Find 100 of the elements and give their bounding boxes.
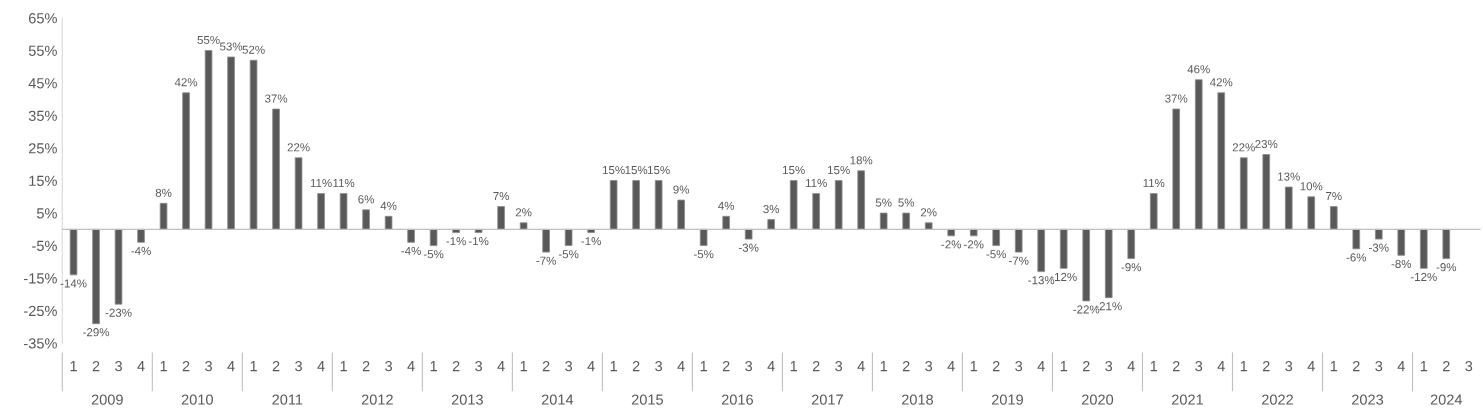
- x-tick-label: 4: [1127, 361, 1135, 372]
- x-tick-label: 1: [970, 361, 978, 372]
- text: 2020: [1081, 394, 1114, 405]
- x-tick-label: 2: [992, 360, 1000, 372]
- data-label: 42%: [1209, 78, 1233, 87]
- x-tick-label: 1: [520, 361, 527, 372]
- data-label: 15%: [602, 166, 625, 175]
- data-label: 4%: [380, 201, 397, 210]
- x-tick-label: 4: [947, 361, 955, 372]
- x-tick-label: 4: [227, 361, 235, 372]
- x-tick-label: 2: [1442, 360, 1450, 372]
- x-tick-label: 4: [1397, 361, 1405, 372]
- bar: [924, 222, 933, 230]
- bar: [204, 50, 213, 230]
- x-tick-label: 2: [92, 360, 100, 372]
- bar: [362, 209, 370, 230]
- data-label: 5%: [898, 198, 915, 207]
- bar: [1352, 228, 1361, 250]
- data-label: 15%: [647, 166, 670, 175]
- data-label: -2%: [963, 240, 984, 249]
- bar: [92, 228, 100, 325]
- x-tick-label: 2: [722, 360, 730, 372]
- x-tick-label: 2: [812, 360, 820, 372]
- x-tick-label: 4: [587, 361, 595, 372]
- text: 2010: [181, 394, 213, 405]
- x-tick-label: 1: [160, 361, 167, 372]
- x-tick-label: 3: [1375, 360, 1383, 372]
- x-tick-label: 2: [902, 360, 910, 372]
- x-tick-label: 2: [632, 360, 640, 372]
- text: 2019: [991, 394, 1023, 405]
- data-label: -29%: [83, 328, 110, 337]
- text: 2022: [1262, 394, 1293, 405]
- x-tick-label: 4: [317, 361, 325, 372]
- bar: [1082, 228, 1091, 302]
- bar: [1262, 154, 1271, 230]
- data-label: -8%: [1391, 259, 1412, 268]
- bar: [1397, 228, 1406, 256]
- bar: [1127, 228, 1136, 260]
- x-tick-label: 4: [767, 361, 775, 372]
- x-tick-label: 2: [542, 360, 550, 372]
- x-tick-label: 1: [1240, 361, 1248, 372]
- x-tick-label: 3: [835, 360, 843, 372]
- bar: [902, 212, 910, 230]
- x-tick-label: 3: [385, 360, 393, 372]
- bar: [249, 59, 258, 230]
- data-label: 7%: [1326, 192, 1342, 201]
- bar: [1239, 157, 1248, 230]
- text: 2015: [631, 394, 663, 405]
- bar: [1172, 108, 1181, 230]
- data-label: 15%: [625, 166, 648, 175]
- data-label: 2%: [920, 208, 937, 217]
- bar: [497, 206, 505, 230]
- bar: [272, 108, 280, 230]
- bar: [407, 228, 415, 243]
- x-tick-label: 1: [340, 361, 347, 372]
- data-label: 9%: [673, 185, 690, 194]
- text: 2017: [811, 394, 843, 405]
- y-tick-label: -5%: [32, 240, 57, 252]
- data-label: 37%: [1165, 94, 1188, 103]
- bar: [1329, 206, 1338, 230]
- x-tick-label: 3: [475, 360, 483, 372]
- x-tick-label: 3: [565, 360, 573, 372]
- x-tick-label: 4: [497, 361, 505, 372]
- text: 2009: [91, 394, 123, 405]
- x-tick-label: 2: [1082, 360, 1090, 372]
- data-label: 55%: [197, 35, 220, 45]
- data-label: 42%: [174, 78, 198, 87]
- y-tick-label: 15%: [29, 175, 57, 186]
- bar: [609, 180, 618, 230]
- bar: [182, 92, 190, 230]
- data-label: 3%: [763, 204, 780, 214]
- x-tick-label: 1: [1060, 361, 1068, 372]
- bar: [1307, 196, 1316, 230]
- data-label: 5%: [875, 198, 892, 207]
- x-tick-label: 3: [115, 360, 122, 372]
- bar: [767, 219, 775, 230]
- text: 2011: [272, 394, 303, 405]
- bar: [227, 56, 235, 230]
- text: 2018: [901, 394, 934, 405]
- data-label: 15%: [783, 166, 805, 175]
- data-label: -5%: [693, 250, 714, 259]
- data-label: 18%: [850, 156, 873, 165]
- data-label: -2%: [941, 240, 962, 249]
- x-tick-label: 3: [1195, 360, 1203, 372]
- data-label: -9%: [1436, 263, 1457, 272]
- y-tick-label: 5%: [36, 208, 57, 219]
- data-label: -1%: [581, 237, 601, 246]
- data-label: 11%: [333, 179, 355, 188]
- bar: [542, 228, 550, 253]
- data-label: -5%: [986, 250, 1007, 259]
- bar: [384, 215, 393, 230]
- data-label: -3%: [1369, 243, 1389, 252]
- x-tick-label: 1: [880, 361, 888, 372]
- bar: [654, 180, 663, 230]
- data-label: -12%: [1410, 272, 1437, 281]
- x-tick-label: 3: [655, 360, 663, 372]
- x-tick-label: 4: [677, 361, 685, 372]
- x-tick-label: 3: [295, 360, 302, 372]
- x-tick-label: 3: [1015, 360, 1023, 372]
- x-tick-label: 4: [857, 361, 865, 372]
